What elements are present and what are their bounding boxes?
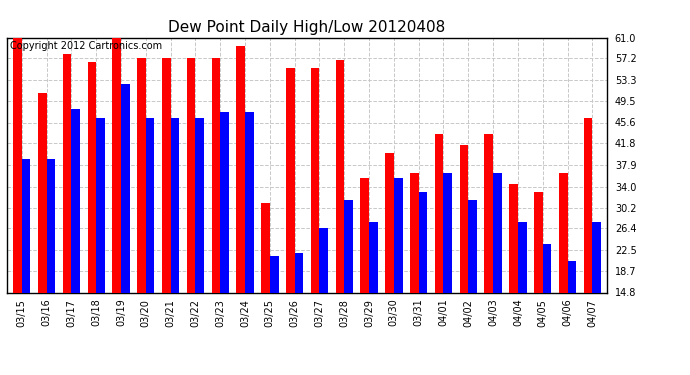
Bar [319, 228, 328, 374]
Bar [567, 261, 576, 374]
Bar [270, 255, 279, 374]
Bar [385, 153, 394, 374]
Bar [162, 58, 170, 374]
Bar [369, 222, 377, 374]
Bar [344, 200, 353, 374]
Bar [584, 117, 592, 374]
Bar [88, 62, 96, 374]
Bar [493, 173, 502, 374]
Bar [295, 253, 304, 374]
Bar [286, 68, 295, 374]
Bar [195, 117, 204, 374]
Bar [170, 117, 179, 374]
Bar [71, 109, 80, 374]
Title: Dew Point Daily High/Low 20120408: Dew Point Daily High/Low 20120408 [168, 20, 446, 35]
Bar [419, 192, 427, 374]
Bar [394, 178, 402, 374]
Bar [444, 173, 452, 374]
Bar [63, 54, 71, 374]
Bar [509, 184, 518, 374]
Bar [592, 222, 601, 374]
Bar [47, 159, 55, 374]
Bar [237, 46, 245, 374]
Bar [559, 173, 567, 374]
Bar [360, 178, 369, 374]
Bar [13, 38, 22, 374]
Text: Copyright 2012 Cartronics.com: Copyright 2012 Cartronics.com [10, 41, 162, 51]
Bar [245, 112, 254, 374]
Bar [96, 117, 105, 374]
Bar [261, 203, 270, 374]
Bar [460, 145, 469, 374]
Bar [435, 134, 444, 374]
Bar [310, 68, 319, 374]
Bar [212, 58, 220, 374]
Bar [543, 244, 551, 374]
Bar [137, 58, 146, 374]
Bar [469, 200, 477, 374]
Bar [146, 117, 155, 374]
Bar [534, 192, 543, 374]
Bar [22, 159, 30, 374]
Bar [187, 58, 195, 374]
Bar [335, 60, 344, 374]
Bar [220, 112, 229, 374]
Bar [121, 84, 130, 374]
Bar [518, 222, 526, 374]
Bar [112, 38, 121, 374]
Bar [38, 93, 47, 374]
Bar [484, 134, 493, 374]
Bar [410, 173, 419, 374]
